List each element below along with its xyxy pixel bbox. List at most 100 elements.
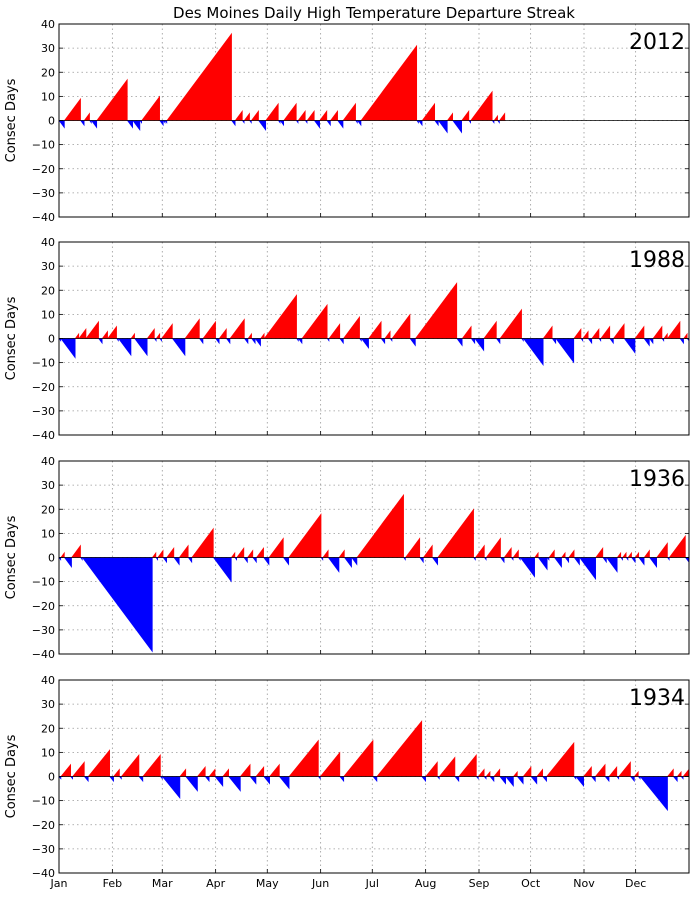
streak-below-1934-4 — [83, 776, 89, 783]
streak-above-1988-67 — [612, 323, 625, 339]
streak-below-1936-36 — [419, 557, 424, 564]
streak-above-1936-35 — [404, 537, 421, 558]
y-axis-label: Consec Days — [4, 515, 19, 599]
y-tick-label: 40 — [41, 455, 55, 468]
month-label-dec: Dec — [625, 877, 646, 890]
streak-below-1988-28 — [254, 338, 261, 347]
y-tick-label: 40 — [41, 236, 55, 249]
streak-above-1988-2 — [74, 332, 80, 339]
streak-above-2012-6 — [96, 78, 128, 121]
streak-above-2012-20 — [250, 109, 259, 121]
streak-above-1934-22 — [239, 763, 251, 777]
streak-above-1936-50 — [534, 551, 539, 558]
streak-above-1934-18 — [208, 768, 216, 777]
streak-below-1988-39 — [360, 338, 369, 350]
y-tick-label: 10 — [41, 746, 55, 759]
y-tick-label: 0 — [48, 552, 55, 565]
y-tick-label: −20 — [32, 600, 55, 613]
streak-above-1936-69 — [634, 551, 640, 558]
streak-below-1934-33 — [372, 776, 378, 783]
streak-below-2012-0 — [58, 120, 65, 129]
month-label-nov: Nov — [573, 877, 595, 890]
streak-above-1934-66 — [633, 770, 639, 777]
streak-below-2012-37 — [356, 120, 362, 127]
streak-below-1988-62 — [587, 338, 593, 345]
streak-above-1936-24 — [268, 537, 284, 558]
month-label-apr: Apr — [206, 877, 226, 890]
month-label-jun: Jun — [311, 877, 329, 890]
streak-below-1988-17 — [171, 338, 186, 357]
streak-above-1936-60 — [595, 546, 604, 558]
streak-above-1988-53 — [499, 308, 522, 339]
streak-above-1988-14 — [155, 332, 161, 339]
streak-below-1988-68 — [623, 338, 636, 354]
streak-below-1988-19 — [198, 338, 204, 345]
streak-above-1934-40 — [458, 753, 477, 777]
y-tick-label: −30 — [32, 405, 55, 418]
year-label: 1936 — [629, 467, 685, 492]
year-label: 2012 — [629, 30, 685, 55]
streak-above-1934-7 — [112, 768, 120, 777]
streak-above-1936-75 — [668, 534, 686, 558]
streak-below-1936-61 — [602, 557, 607, 564]
streak-above-2012-18 — [243, 112, 250, 121]
streak-above-1936-57 — [568, 549, 575, 558]
y-tick-label: 20 — [41, 722, 55, 735]
month-labels: Jan Feb Mar Apr May Jun Jul Aug Sep Oct Nov Dec — [50, 877, 647, 890]
streak-above-1934-69 — [666, 768, 674, 777]
streak-above-1936-16 — [230, 551, 236, 558]
streak-below-2012-11 — [159, 120, 164, 127]
streak-below-1936-23 — [263, 557, 270, 566]
streak-below-2012-40 — [417, 120, 423, 127]
y-tick-label: −20 — [32, 819, 55, 832]
month-label-sep: Sep — [469, 877, 490, 890]
y-tick-label: 40 — [41, 674, 55, 687]
streak-below-1988-58 — [555, 338, 575, 364]
panel-1934: −40 −30 −20 −10 0 10 20 30 40 Consec Days 1934 — [4, 674, 690, 880]
streak-above-1988-4 — [85, 320, 99, 339]
y-tick-label: −40 — [32, 211, 55, 224]
streak-below-1934-45 — [489, 776, 495, 783]
streak-above-1936-18 — [236, 546, 245, 558]
streak-above-1934-58 — [583, 766, 592, 777]
streak-above-2012-29 — [306, 109, 315, 121]
y-tick-label: 10 — [41, 90, 55, 103]
streak-below-1988-25 — [243, 338, 249, 345]
panel-1988: −40 −30 −20 −10 0 10 20 30 40 Consec Days 1988 — [4, 236, 690, 442]
streak-below-1988-41 — [380, 338, 386, 345]
month-label-jan: Jan — [50, 877, 68, 890]
streak-above-1936-20 — [246, 549, 254, 558]
y-tick-label: 0 — [48, 115, 55, 128]
streak-above-1934-51 — [522, 766, 532, 777]
streak-below-1934-68 — [639, 776, 668, 812]
streak-below-1934-13 — [161, 776, 181, 800]
streak-above-2012-33 — [329, 109, 338, 121]
streak-below-1934-19 — [214, 776, 224, 787]
month-label-feb: Feb — [103, 877, 122, 890]
streak-below-2012-42 — [434, 120, 439, 127]
streak-above-2012-38 — [360, 44, 418, 121]
streak-below-2012-30 — [313, 120, 320, 129]
streak-below-1988-45 — [409, 338, 416, 347]
streak-above-1934-38 — [438, 756, 456, 777]
streak-above-1934-73 — [682, 768, 690, 777]
streak-below-1988-9 — [117, 338, 132, 357]
streak-above-1936-67 — [627, 551, 632, 558]
streak-above-1936-37 — [422, 544, 433, 558]
streak-below-1988-23 — [225, 338, 231, 345]
y-tick-label: 40 — [41, 18, 55, 31]
streak-above-1936-1 — [60, 551, 65, 558]
streak-below-2012-21 — [257, 120, 267, 132]
streak-above-1934-26 — [269, 763, 280, 777]
streak-below-1934-47 — [499, 776, 506, 785]
year-label: 1988 — [629, 248, 685, 273]
streak-above-1934-24 — [255, 766, 265, 777]
y-tick-label: 0 — [48, 771, 55, 784]
streak-above-1988-6 — [101, 330, 108, 339]
y-tick-label: 10 — [41, 308, 55, 321]
streak-above-2012-31 — [319, 109, 328, 121]
streak-below-1934-39 — [454, 776, 460, 783]
y-tick-label: −10 — [32, 139, 55, 152]
streak-below-1936-29 — [327, 557, 340, 573]
